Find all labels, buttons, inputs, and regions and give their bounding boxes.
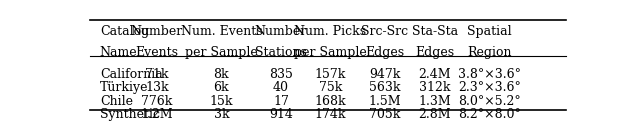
Text: Synthetic: Synthetic <box>100 108 160 121</box>
Text: 3.8°×3.6°: 3.8°×3.6° <box>458 68 521 81</box>
Text: Number: Number <box>131 25 183 38</box>
Text: Src-Src: Src-Src <box>362 25 408 38</box>
Text: 17: 17 <box>273 95 289 108</box>
Text: 3k: 3k <box>214 108 229 121</box>
Text: Türkiye: Türkiye <box>100 81 148 94</box>
Text: 71k: 71k <box>145 68 168 81</box>
Text: 8.2°×8.0°: 8.2°×8.0° <box>458 108 520 121</box>
Text: Number: Number <box>255 25 307 38</box>
Text: Events: Events <box>136 46 179 59</box>
Text: 914: 914 <box>269 108 293 121</box>
Text: Edges: Edges <box>365 46 404 59</box>
Text: Spatial: Spatial <box>467 25 511 38</box>
Text: Stations: Stations <box>255 46 307 59</box>
Text: 168k: 168k <box>315 95 346 108</box>
Text: 2.8M: 2.8M <box>419 108 451 121</box>
Text: 15k: 15k <box>210 95 233 108</box>
Text: 776k: 776k <box>141 95 173 108</box>
Text: Catalog: Catalog <box>100 25 149 38</box>
Text: 8k: 8k <box>214 68 229 81</box>
Text: 13k: 13k <box>145 81 169 94</box>
Text: Edges: Edges <box>415 46 454 59</box>
Text: Region: Region <box>467 46 511 59</box>
Text: 8.0°×5.2°: 8.0°×5.2° <box>458 95 520 108</box>
Text: 947k: 947k <box>369 68 401 81</box>
Text: per Sample: per Sample <box>185 46 258 59</box>
Text: 157k: 157k <box>315 68 346 81</box>
Text: California: California <box>100 68 163 81</box>
Text: Num. Picks: Num. Picks <box>294 25 367 38</box>
Text: 1.2M: 1.2M <box>141 108 173 121</box>
Text: per Sample: per Sample <box>294 46 367 59</box>
Text: 705k: 705k <box>369 108 401 121</box>
Text: Num. Events: Num. Events <box>180 25 262 38</box>
Text: 2.4M: 2.4M <box>419 68 451 81</box>
Text: 75k: 75k <box>319 81 342 94</box>
Text: 174k: 174k <box>315 108 346 121</box>
Text: 6k: 6k <box>214 81 229 94</box>
Text: 835: 835 <box>269 68 293 81</box>
Text: 1.5M: 1.5M <box>369 95 401 108</box>
Text: 563k: 563k <box>369 81 401 94</box>
Text: Name: Name <box>100 46 138 59</box>
Text: 312k: 312k <box>419 81 451 94</box>
Text: 40: 40 <box>273 81 289 94</box>
Text: 1.3M: 1.3M <box>419 95 451 108</box>
Text: Chile: Chile <box>100 95 133 108</box>
Text: 2.3°×3.6°: 2.3°×3.6° <box>458 81 520 94</box>
Text: Sta-Sta: Sta-Sta <box>412 25 458 38</box>
